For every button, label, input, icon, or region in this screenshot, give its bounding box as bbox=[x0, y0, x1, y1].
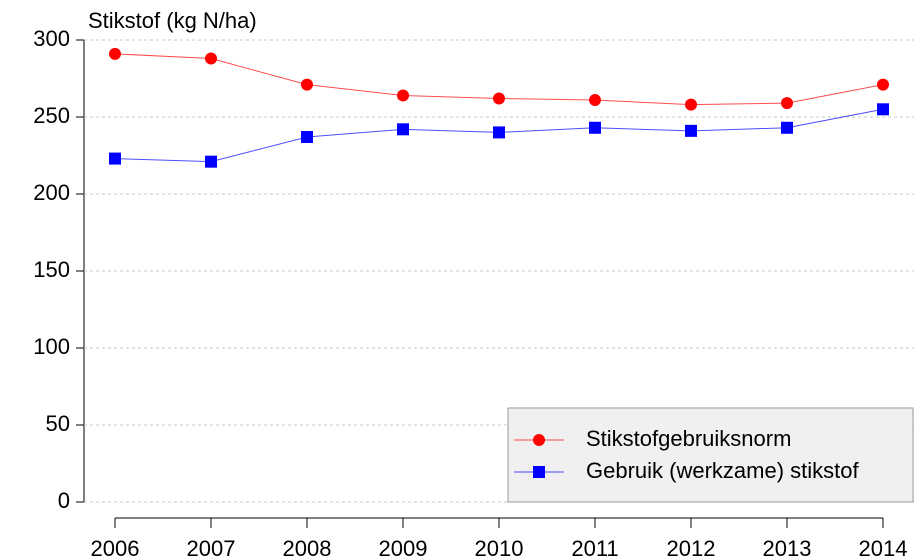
legend-label: Gebruik (werkzame) stikstof bbox=[586, 458, 860, 483]
x-tick-label: 2008 bbox=[283, 536, 332, 560]
point bbox=[493, 126, 505, 139]
point bbox=[685, 98, 697, 111]
y-tick-label: 50 bbox=[46, 411, 70, 436]
x-tick-label: 2010 bbox=[475, 536, 524, 560]
y-tick-label: 250 bbox=[33, 103, 70, 128]
x-tick-label: 2013 bbox=[763, 536, 812, 560]
y-tick-label: 150 bbox=[33, 257, 70, 282]
x-tick-label: 2009 bbox=[379, 536, 428, 560]
point bbox=[301, 78, 313, 91]
point bbox=[205, 155, 217, 168]
point bbox=[877, 103, 889, 116]
point bbox=[589, 94, 601, 107]
point bbox=[493, 92, 505, 105]
point bbox=[589, 121, 601, 134]
y-tick-label: 300 bbox=[33, 26, 70, 51]
point bbox=[781, 97, 793, 110]
point bbox=[397, 123, 409, 136]
point bbox=[205, 52, 217, 65]
x-tick-label: 2007 bbox=[187, 536, 236, 560]
x-tick-label: 2012 bbox=[667, 536, 716, 560]
x-tick-label: 2006 bbox=[91, 536, 140, 560]
y-axis-label: Stikstof (kg N/ha) bbox=[88, 8, 257, 33]
point bbox=[397, 89, 409, 102]
point bbox=[109, 47, 121, 60]
legend-marker bbox=[533, 434, 545, 446]
y-tick-label: 0 bbox=[58, 488, 70, 513]
legend-label: Stikstofgebruiksnorm bbox=[586, 426, 791, 451]
point bbox=[685, 124, 697, 137]
point bbox=[109, 152, 121, 165]
x-tick-label: 2011 bbox=[571, 536, 618, 560]
x-tick-label: 2014 bbox=[859, 536, 908, 560]
legend: Stikstofgebruiksnorm Gebruik (werkzame) s… bbox=[507, 407, 914, 503]
y-tick-label: 200 bbox=[33, 180, 70, 205]
point bbox=[781, 121, 793, 134]
point bbox=[301, 131, 313, 144]
legend-box bbox=[507, 407, 914, 503]
y-tick-label: 100 bbox=[33, 334, 70, 359]
legend-marker bbox=[533, 466, 545, 478]
point bbox=[877, 78, 889, 91]
